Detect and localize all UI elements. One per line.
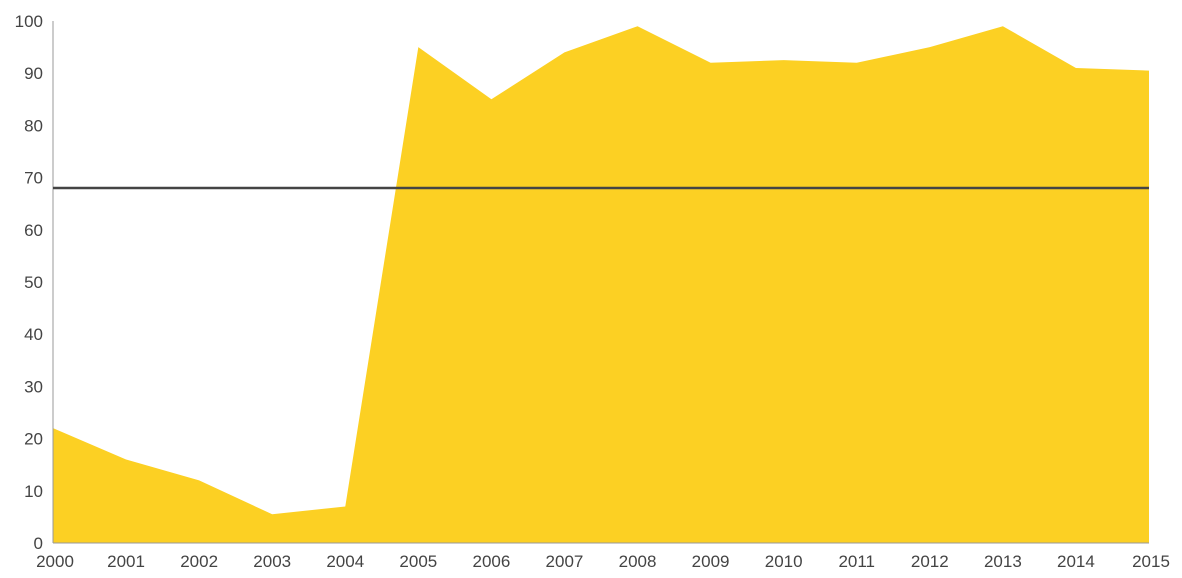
y-tick-label-0: 0 (34, 534, 43, 553)
y-tick-label-30: 30 (24, 377, 43, 396)
area-series (53, 26, 1149, 544)
y-tick-label-20: 20 (24, 430, 43, 449)
y-tick-label-90: 90 (24, 64, 43, 83)
y-tick-label-80: 80 (24, 116, 43, 135)
x-tick-label-2015: 2015 (1132, 552, 1170, 571)
y-tick-label-100: 100 (15, 12, 43, 31)
x-tick-labels: 2000 2001 2002 2003 2004 2005 2006 2007 2008 2009… (36, 552, 1170, 571)
x-tick-label-2009: 2009 (692, 552, 730, 571)
x-tick-label-2012: 2012 (911, 552, 949, 571)
x-tick-label-2002: 2002 (180, 552, 218, 571)
y-tick-labels: 0 10 20 30 40 50 60 70 80 90 100 (15, 12, 43, 553)
x-tick-label-2008: 2008 (619, 552, 657, 571)
y-tick-label-50: 50 (24, 273, 43, 292)
x-tick-label-2007: 2007 (546, 552, 584, 571)
x-tick-label-2005: 2005 (399, 552, 437, 571)
y-tick-label-60: 60 (24, 221, 43, 240)
x-tick-label-2006: 2006 (472, 552, 510, 571)
x-tick-label-2004: 2004 (326, 552, 364, 571)
area-layer (53, 26, 1149, 544)
y-tick-label-10: 10 (24, 482, 43, 501)
y-tick-label-70: 70 (24, 169, 43, 188)
x-tick-label-2003: 2003 (253, 552, 291, 571)
y-tick-label-40: 40 (24, 325, 43, 344)
x-tick-label-2014: 2014 (1057, 552, 1095, 571)
x-tick-label-2010: 2010 (765, 552, 803, 571)
axis-layer (52, 21, 1149, 544)
x-tick-label-2001: 2001 (107, 552, 145, 571)
x-tick-label-2000: 2000 (36, 552, 74, 571)
x-tick-label-2013: 2013 (984, 552, 1022, 571)
x-tick-label-2011: 2011 (838, 552, 875, 571)
